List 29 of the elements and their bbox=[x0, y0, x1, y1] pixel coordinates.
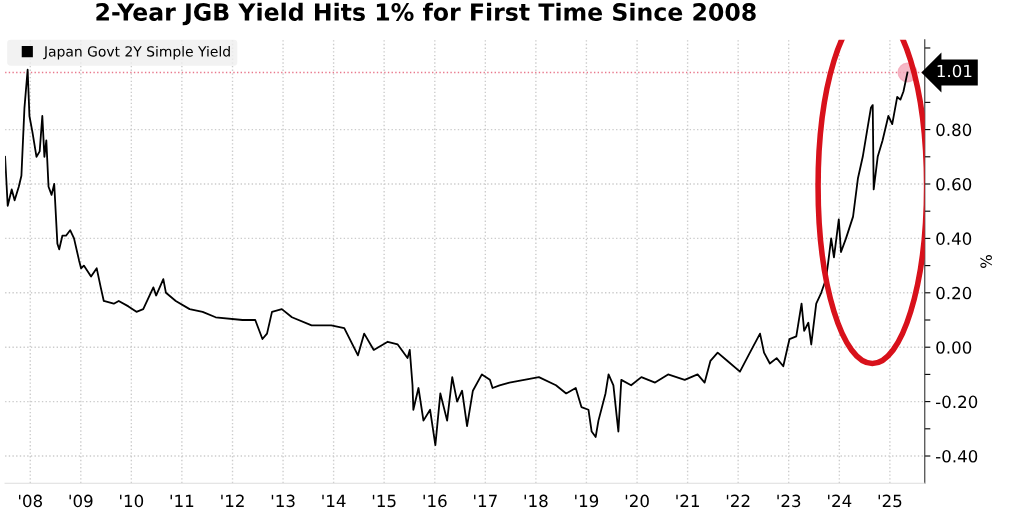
x-tick-label: '20 bbox=[625, 494, 649, 508]
y-tick-label: -0.20 bbox=[936, 395, 978, 409]
x-tick-label: '22 bbox=[726, 494, 750, 507]
x-tick-label: '12 bbox=[221, 494, 244, 507]
x-tick-label: '16 bbox=[423, 494, 447, 508]
x-tick-label: '25 bbox=[878, 494, 902, 508]
x-tick-label: '15 bbox=[372, 494, 396, 508]
y-axis-title: % bbox=[980, 255, 992, 268]
x-tick-label: '11 bbox=[170, 494, 194, 507]
y-tick-label: 0.40 bbox=[936, 232, 972, 245]
x-tick-label: '23 bbox=[777, 494, 801, 508]
y-tick-label: 0.00 bbox=[936, 341, 972, 354]
x-tick-label: '09 bbox=[69, 494, 93, 508]
x-tick-label: '17 bbox=[474, 494, 497, 507]
x-tick-label: '10 bbox=[120, 494, 144, 508]
x-tick-label: '18 bbox=[524, 494, 548, 508]
y-tick-label: 0.60 bbox=[936, 177, 972, 191]
chart-title: 2-Year JGB Yield Hits 1% for First Time Since 2008 bbox=[96, 2, 756, 26]
x-tick-label: '13 bbox=[271, 494, 295, 508]
y-tick-label: -0.40 bbox=[936, 449, 978, 463]
legend-label: Japan Govt 2Y Simple Yield bbox=[43, 45, 230, 60]
y-tick-label: 0.80 bbox=[936, 123, 972, 137]
x-tick-label: '24 bbox=[828, 494, 852, 507]
x-tick-label: '08 bbox=[18, 494, 43, 508]
x-tick-label: '14 bbox=[322, 494, 346, 507]
y-tick-label: 0.20 bbox=[936, 286, 972, 300]
x-tick-label: '19 bbox=[575, 494, 599, 508]
ref-line-label: 1.01 bbox=[937, 64, 972, 78]
x-tick-label: '21 bbox=[676, 494, 699, 507]
